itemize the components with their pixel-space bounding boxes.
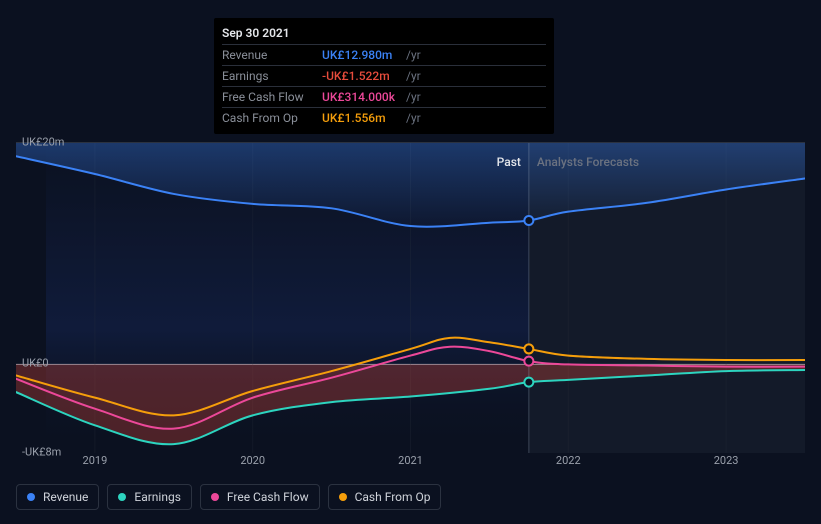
x-axis-label: 2022 bbox=[556, 454, 581, 467]
tooltip-row-value: UK£314.000k bbox=[322, 90, 402, 104]
region-label-past: Past bbox=[497, 155, 521, 169]
x-axis-label: 2023 bbox=[714, 454, 739, 467]
tooltip-row: Earnings-UK£1.522m/yr bbox=[222, 65, 546, 86]
legend-item-earnings[interactable]: Earnings bbox=[107, 484, 192, 510]
y-axis-label: -UK£8m bbox=[22, 446, 61, 459]
legend-label: Revenue bbox=[43, 490, 88, 504]
tooltip-row-suffix: /yr bbox=[406, 90, 421, 104]
legend-dot bbox=[339, 493, 347, 501]
tooltip-panel: Sep 30 2021 RevenueUK£12.980m/yrEarnings… bbox=[214, 18, 554, 134]
y-axis-label: UK£0 bbox=[22, 357, 49, 370]
tooltip-row-value: UK£1.556m bbox=[322, 111, 402, 125]
tooltip-row-value: -UK£1.522m bbox=[322, 69, 402, 83]
legend-label: Earnings bbox=[134, 490, 181, 504]
legend-label: Cash From Op bbox=[355, 490, 431, 504]
chart-svg bbox=[16, 143, 805, 453]
tooltip-rows: RevenueUK£12.980m/yrEarnings-UK£1.522m/y… bbox=[222, 44, 546, 128]
tooltip-row-label: Revenue bbox=[222, 48, 322, 62]
x-axis-label: 2021 bbox=[398, 454, 423, 467]
legend-dot bbox=[118, 493, 126, 501]
tooltip-row: RevenueUK£12.980m/yr bbox=[222, 44, 546, 65]
legend-dot bbox=[211, 493, 219, 501]
region-label-future: Analysts Forecasts bbox=[537, 155, 639, 169]
legend-label: Free Cash Flow bbox=[227, 490, 309, 504]
tooltip-row-value: UK£12.980m bbox=[322, 48, 402, 62]
tooltip-date: Sep 30 2021 bbox=[222, 24, 546, 44]
legend-dot bbox=[27, 493, 35, 501]
tooltip-row: Free Cash FlowUK£314.000k/yr bbox=[222, 86, 546, 107]
tooltip-row-label: Cash From Op bbox=[222, 111, 322, 125]
legend-item-cfo[interactable]: Cash From Op bbox=[328, 484, 442, 510]
x-axis-label: 2019 bbox=[83, 454, 108, 467]
tooltip-row-suffix: /yr bbox=[406, 111, 421, 125]
legend-item-fcf[interactable]: Free Cash Flow bbox=[200, 484, 320, 510]
tooltip-row-label: Free Cash Flow bbox=[222, 90, 322, 104]
plot-area: Past Analysts Forecasts bbox=[16, 142, 805, 452]
legend: Revenue Earnings Free Cash Flow Cash From O… bbox=[16, 484, 441, 510]
tooltip-row: Cash From OpUK£1.556m/yr bbox=[222, 107, 546, 128]
x-axis-label: 2020 bbox=[240, 454, 265, 467]
x-axis-labels: 2019 2020 2021 2022 2023 bbox=[16, 454, 805, 474]
tooltip-row-suffix: /yr bbox=[406, 69, 421, 83]
legend-item-revenue[interactable]: Revenue bbox=[16, 484, 99, 510]
y-axis-label: UK£20m bbox=[22, 136, 64, 149]
tooltip-row-suffix: /yr bbox=[406, 48, 421, 62]
tooltip-row-label: Earnings bbox=[222, 69, 322, 83]
